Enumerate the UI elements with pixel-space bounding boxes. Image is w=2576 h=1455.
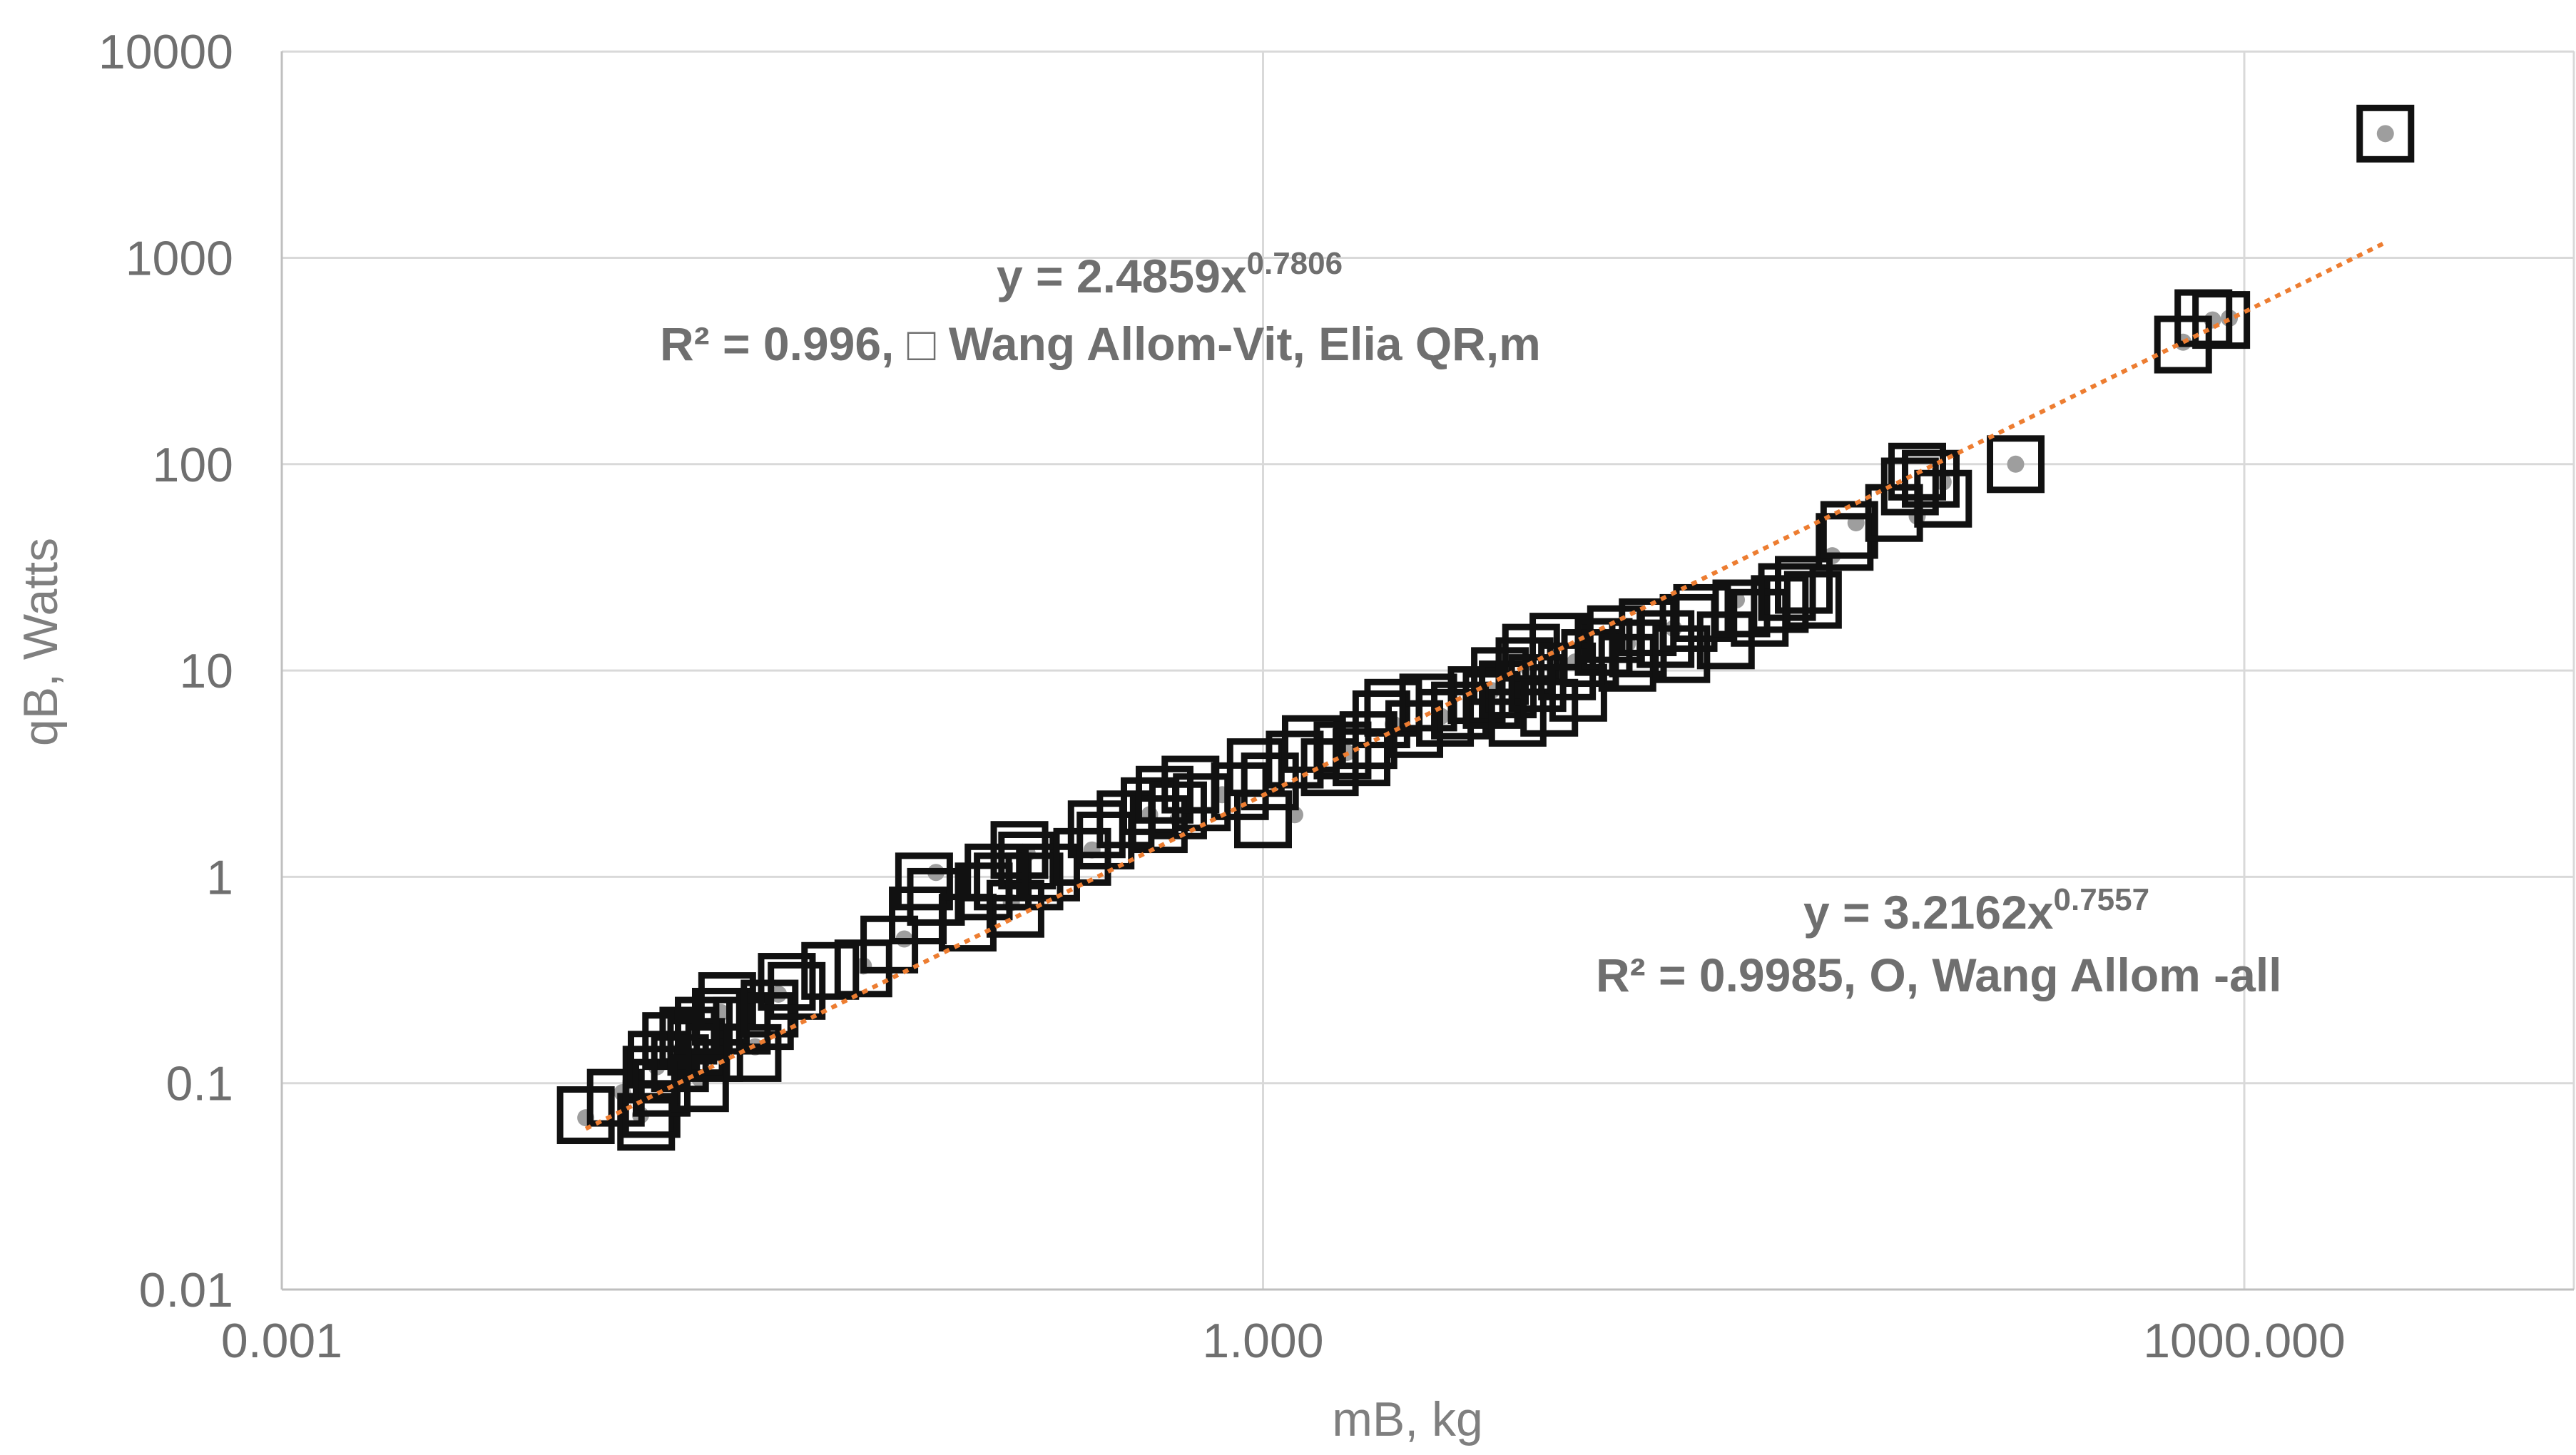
data-point-square (1173, 773, 1231, 832)
y-tick-label: 0.01 (139, 1263, 233, 1317)
y-tick-label: 100 (153, 438, 233, 492)
data-point-square (723, 1023, 782, 1082)
data-point-square (1880, 457, 1939, 516)
trendline-layer (584, 240, 2387, 1131)
data-point-square (1987, 435, 2045, 494)
y-tick-label: 10 (179, 644, 233, 698)
grid (282, 50, 2575, 1290)
tick-labels: 0.01 0.1 1 10 100 1000 10000 0.001 1.000 1000.000 (98, 25, 2346, 1368)
data-point-square (1352, 690, 1410, 749)
data-point-square (758, 953, 816, 1011)
data-point-square (556, 1086, 615, 1145)
y-tick-label: 0.1 (166, 1057, 233, 1111)
x-tick-label: 0.001 (221, 1314, 342, 1368)
equation-all-line1: y = 3.2162x (1803, 886, 2054, 939)
data-point-square (1129, 795, 1188, 854)
data-point-square (1022, 843, 1080, 902)
data-point-square (2192, 291, 2251, 349)
data-point-square (1783, 571, 1842, 629)
data-point-square (735, 992, 794, 1051)
data-point-square (768, 961, 826, 1020)
trendline (584, 240, 2387, 1131)
data-point-square (1816, 513, 1874, 571)
x-tick-label: 1000.000 (2143, 1314, 2346, 1368)
data-point-square (1774, 556, 1833, 614)
data-point-square (1901, 449, 1960, 508)
data-point-square (1914, 469, 1972, 528)
equation-all-exponent: 0.7557 (2054, 882, 2150, 917)
y-tick-label: 1 (206, 850, 233, 904)
data-point-circle (2376, 125, 2394, 143)
data-point-square (617, 1093, 676, 1151)
r2-vit: R² = 0.996, □ Wang Allom-Vit, Elia QR,m (660, 317, 1541, 370)
data-point-circle (2007, 455, 2025, 473)
x-axis-title: mB, kg (1332, 1392, 1483, 1446)
data-point-square (2356, 104, 2415, 163)
equation-vit: y = 2.4859x0.7806 (997, 246, 1343, 302)
equation-all: y = 3.2162x0.7557 (1803, 882, 2149, 939)
data-point-square (895, 852, 953, 911)
data-point-square (1652, 625, 1711, 683)
r2-all: R² = 0.9985, O, Wang Allom -all (1596, 949, 2282, 1001)
data-point-square (801, 941, 860, 1000)
y-tick-label: 10000 (98, 25, 233, 79)
equation-vit-line1: y = 2.4859x (997, 250, 1247, 302)
y-axis-title: qB, Watts (14, 538, 68, 746)
axes (280, 51, 2574, 1291)
y-tick-label: 1000 (126, 232, 233, 286)
data-point-square (671, 1054, 729, 1113)
data-point-square (1266, 730, 1324, 789)
x-tick-label: 1.000 (1202, 1314, 1323, 1368)
data-point-square (1712, 579, 1771, 638)
data-point-square (1520, 678, 1579, 737)
data-point-square (1431, 681, 1490, 740)
equation-vit-exponent: 0.7806 (1247, 246, 1343, 281)
